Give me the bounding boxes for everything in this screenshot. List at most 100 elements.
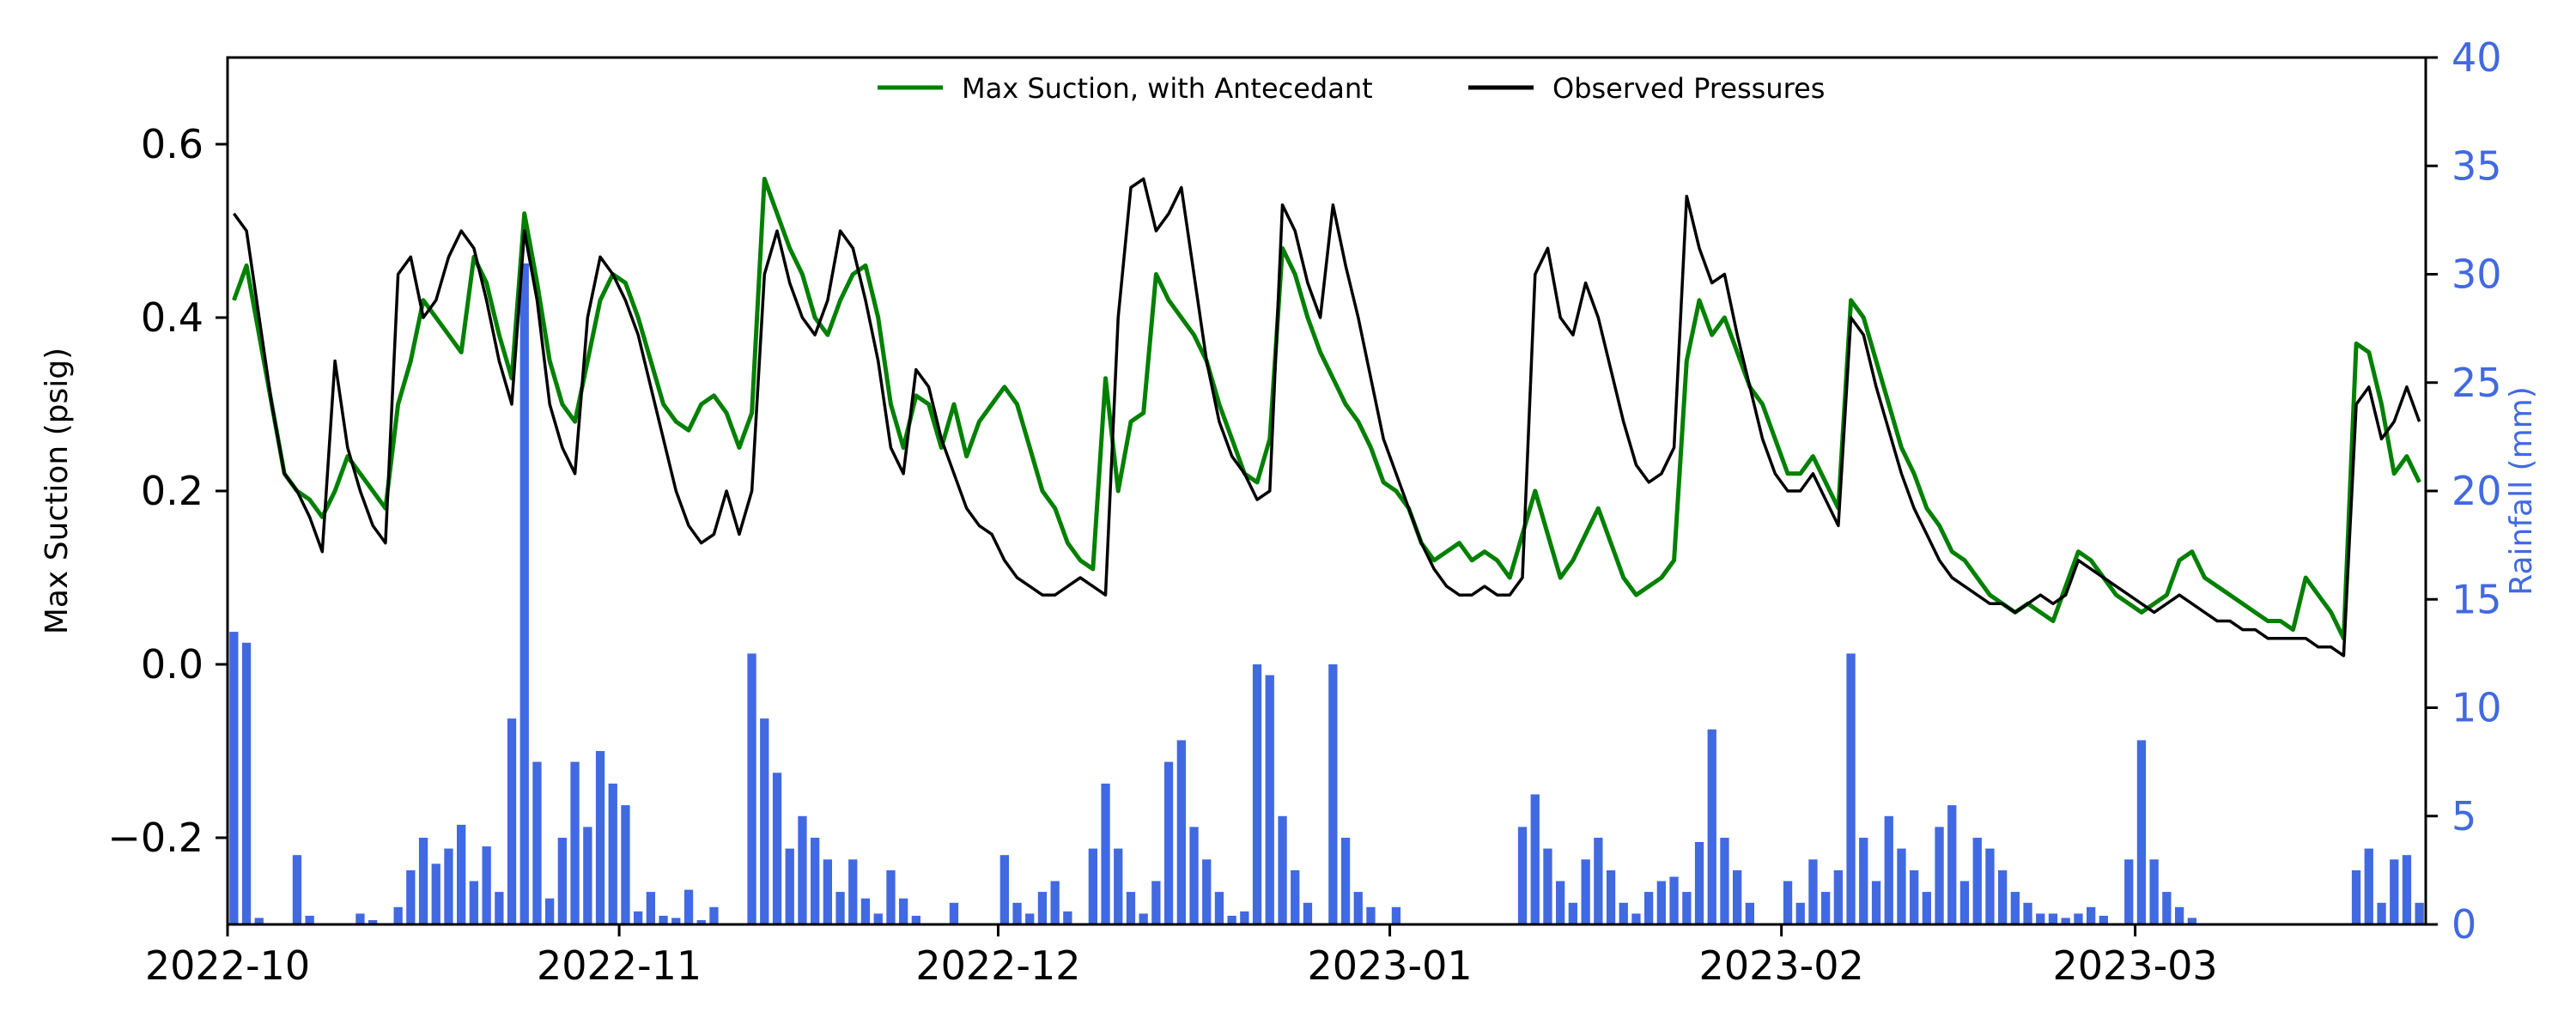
right-y-axis: 0 5 10 15 20 25 30 35 40 xyxy=(2426,34,2502,948)
rainfall-bar xyxy=(1935,827,1944,924)
left-y-tick-label: 0.4 xyxy=(141,294,204,341)
rainfall-bar xyxy=(1227,915,1236,924)
rainfall-bar xyxy=(1278,815,1287,925)
rainfall-bar xyxy=(1291,869,1300,924)
rainfall-bar xyxy=(860,898,871,924)
series-line-max-suction xyxy=(232,176,2421,641)
rainfall-bar xyxy=(2390,859,2399,925)
rainfall-bar xyxy=(911,915,920,924)
rainfall-bar xyxy=(2036,913,2045,924)
rainfall-bar xyxy=(1733,869,1742,924)
rainfall-bar xyxy=(949,902,959,925)
rainfall-bar xyxy=(2377,902,2386,925)
rainfall-bar xyxy=(1050,881,1060,924)
rainfall-bar xyxy=(785,848,794,924)
rainfall-bar xyxy=(2149,859,2159,925)
rainfall-bar xyxy=(1846,653,1856,924)
rainfall-bar xyxy=(772,772,782,925)
rainfall-bar xyxy=(1985,848,1995,924)
rainfall-bar xyxy=(1214,892,1224,924)
rainfall-bar xyxy=(1581,859,1590,925)
rainfall-bar xyxy=(1910,869,1919,924)
rainfall-bar xyxy=(811,838,820,924)
rainfall-bar xyxy=(1126,892,1136,924)
rainfall-bar xyxy=(1998,869,2008,924)
x-tick-label: 2022-10 xyxy=(145,942,310,989)
rainfall-bar xyxy=(1821,892,1831,924)
rainfall-bar xyxy=(760,718,769,924)
rainfall-bar xyxy=(1656,881,1666,924)
right-y-tick-label: 10 xyxy=(2451,685,2502,731)
rainfall-bar xyxy=(621,805,630,924)
rainfall-bar xyxy=(646,892,655,924)
rainfall-bar xyxy=(1353,892,1363,924)
rainfall-bar xyxy=(241,642,252,925)
rainfall-bar xyxy=(418,838,428,924)
rainfall-bar xyxy=(696,920,706,924)
rainfall-bar xyxy=(2074,913,2083,924)
rainfall-bar xyxy=(583,827,592,924)
rainfall-bar xyxy=(355,913,365,924)
rainfall-bar xyxy=(1959,881,1970,924)
rainfall-bar xyxy=(1189,827,1199,924)
rainfall-bar xyxy=(1833,869,1843,924)
left-y-tick-label: 0.6 xyxy=(141,121,204,167)
rainfall-bar xyxy=(1151,881,1161,924)
rainfall-bar xyxy=(1644,892,1654,924)
rainfall-bar xyxy=(1682,892,1692,924)
rainfall-bar xyxy=(557,838,567,924)
left-y-tick-label: 0.0 xyxy=(141,641,204,688)
rainfall-bar xyxy=(495,892,504,924)
rainfall-bar xyxy=(1240,911,1249,924)
rainfall-bar xyxy=(2061,918,2070,924)
rainfall-bar xyxy=(406,869,416,924)
rainfall-bar xyxy=(2048,913,2058,924)
left-axis-title: Max Suction (psig) xyxy=(39,348,75,634)
x-tick-label: 2022-11 xyxy=(537,942,702,989)
rainfall-bar xyxy=(545,898,555,924)
rainfall-bar xyxy=(2162,892,2172,924)
rainfall-bar xyxy=(2087,906,2096,924)
rainfall-bar xyxy=(519,263,529,924)
rainfall-bar xyxy=(899,898,908,924)
rainfall-bars xyxy=(229,263,2424,925)
rainfall-bar xyxy=(886,869,896,924)
rainfall-bar xyxy=(848,859,858,925)
legend-label-max-suction: Max Suction, with Antecedant xyxy=(962,72,1373,105)
rainfall-bar xyxy=(1568,902,1577,925)
rainfall-bar xyxy=(229,632,239,924)
rainfall-bar xyxy=(368,920,378,924)
rainfall-bar xyxy=(2175,906,2184,924)
rainfall-bar xyxy=(2364,848,2373,924)
rainfall-bar xyxy=(2415,902,2424,925)
rainfall-bar xyxy=(1669,876,1679,924)
rainfall-bar xyxy=(1265,675,1274,924)
rainfall-bar xyxy=(1871,881,1881,924)
rainfall-bar xyxy=(999,855,1009,924)
rainfall-bar xyxy=(2187,918,2196,924)
rainfall-bar xyxy=(469,881,478,924)
legend: Max Suction, with Antecedant Observed Pr… xyxy=(878,72,1825,105)
rainfall-bar xyxy=(1594,838,1603,924)
rainfall-bar xyxy=(1530,794,1540,924)
rainfall-bar xyxy=(444,848,453,924)
rainfall-bar xyxy=(1543,848,1552,924)
rainfall-bar xyxy=(305,915,314,924)
rainfall-bar xyxy=(1897,848,1906,924)
rainfall-bar xyxy=(709,906,719,924)
right-y-tick-label: 40 xyxy=(2451,34,2502,81)
right-y-tick-label: 5 xyxy=(2451,793,2476,839)
rainfall-bar xyxy=(1340,838,1351,924)
rainfall-bar xyxy=(1037,892,1048,924)
rainfall-bar xyxy=(1366,906,1376,924)
rainfall-bar xyxy=(835,892,845,924)
rainfall-bar xyxy=(634,911,643,924)
rainfall-bar xyxy=(595,751,605,924)
rainfall-bar xyxy=(393,906,403,924)
rainfall-bar xyxy=(1088,848,1097,924)
right-y-tick-label: 0 xyxy=(2451,901,2476,948)
rainfall-bar xyxy=(1795,902,1805,925)
rainfall-bar xyxy=(1517,827,1528,924)
